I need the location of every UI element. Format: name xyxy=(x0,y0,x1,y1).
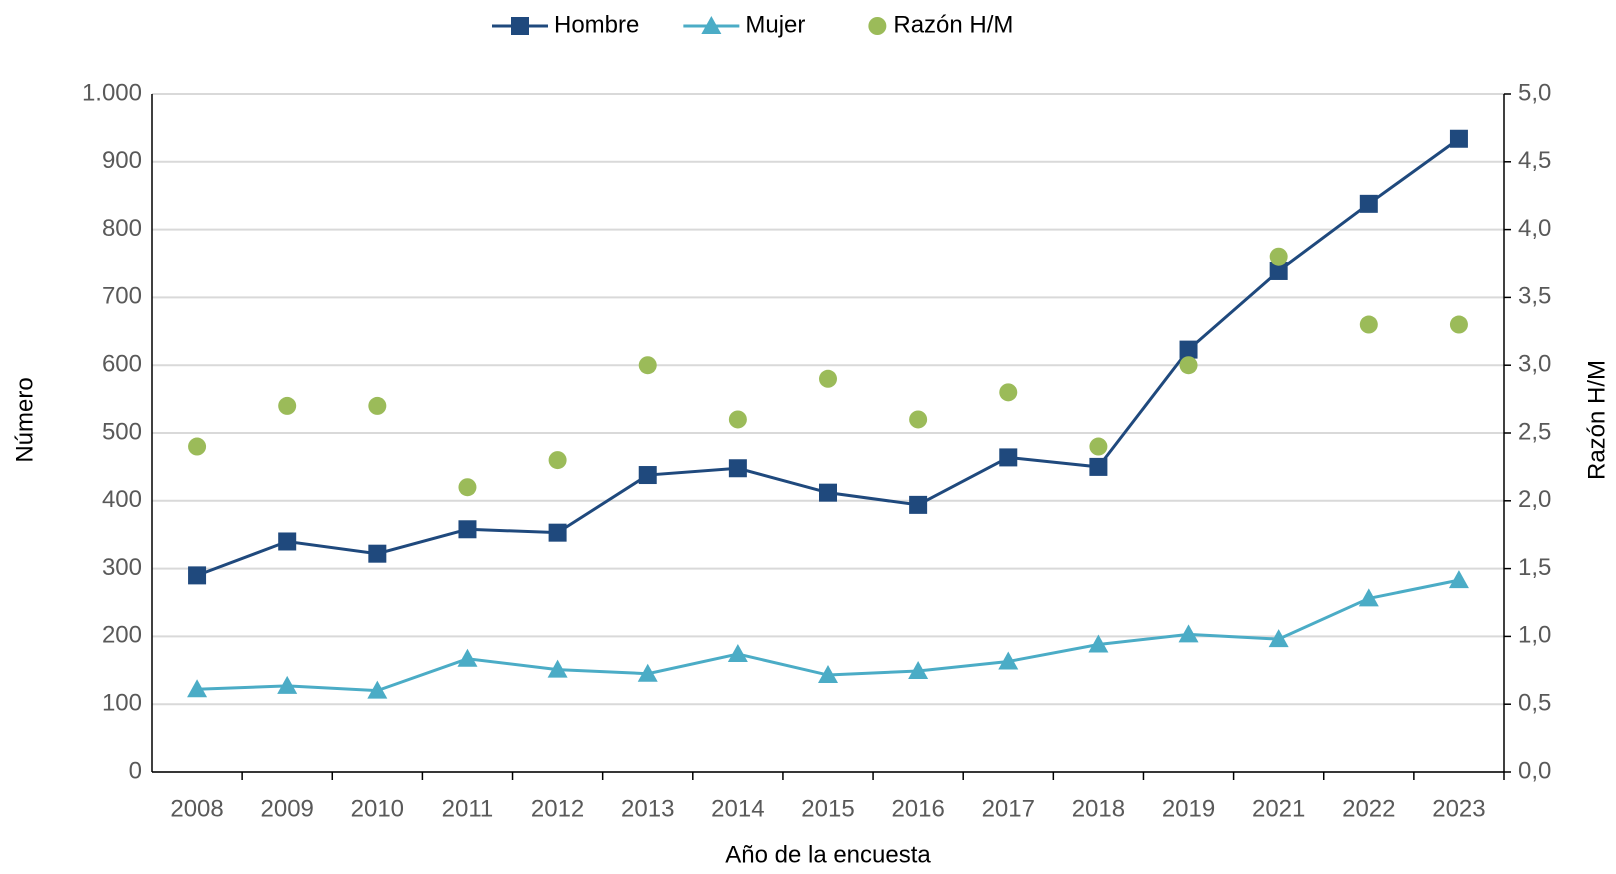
data-point xyxy=(278,396,297,415)
y2-tick-label: 2,0 xyxy=(1518,486,1551,513)
data-point xyxy=(277,675,298,694)
y-tick-label: 300 xyxy=(102,554,142,581)
data-point xyxy=(458,478,477,497)
y2-axis-title: Razón H/M xyxy=(1583,360,1610,480)
data-point xyxy=(819,369,837,388)
data-point xyxy=(1089,457,1108,476)
series-line xyxy=(196,137,1460,577)
data-point xyxy=(909,495,928,514)
legend-label: Mujer xyxy=(745,11,805,38)
data-point xyxy=(638,466,657,485)
data-point xyxy=(727,644,748,663)
y-tick-label: 500 xyxy=(102,418,142,445)
data-point xyxy=(1179,356,1198,375)
x-tick-label: 2022 xyxy=(1342,795,1395,822)
data-point xyxy=(548,451,567,470)
data-point xyxy=(188,566,207,585)
data-point xyxy=(367,680,388,699)
data-point xyxy=(368,544,387,563)
data-point xyxy=(1358,588,1379,607)
data-point xyxy=(368,396,387,415)
data-point xyxy=(1089,437,1108,456)
y2-tick-label: 3,5 xyxy=(1518,283,1551,310)
x-tick-label: 2016 xyxy=(891,795,944,822)
data-point xyxy=(1449,129,1468,148)
legend-marker xyxy=(701,16,722,34)
x-tick-label: 2009 xyxy=(261,795,314,822)
y-tick-label: 0 xyxy=(129,757,142,784)
data-point xyxy=(458,520,477,539)
data-point xyxy=(187,679,208,698)
x-tick-label: 2010 xyxy=(351,795,404,822)
data-point xyxy=(638,356,657,375)
legend-label: Razón H/M xyxy=(893,11,1013,38)
y2-tick-label: 0,5 xyxy=(1518,690,1551,717)
legend-entry: Razón H/M xyxy=(868,11,1013,38)
y2-tick-label: 3,0 xyxy=(1518,351,1551,378)
x-tick-label: 2023 xyxy=(1432,795,1485,822)
data-point xyxy=(999,383,1018,402)
data-point xyxy=(188,437,207,456)
y-tick-label: 900 xyxy=(102,147,142,174)
x-tick-label: 2017 xyxy=(982,795,1035,822)
data-point xyxy=(1269,261,1288,280)
y-tick-label: 600 xyxy=(102,351,142,378)
legend-label: Hombre xyxy=(554,11,639,38)
x-tick-label: 2014 xyxy=(711,795,764,822)
y2-tick-label: 4,5 xyxy=(1518,147,1551,174)
x-tick-label: 2019 xyxy=(1162,795,1215,822)
data-point xyxy=(999,448,1018,467)
data-point xyxy=(1448,570,1469,589)
data-point xyxy=(1088,634,1109,653)
legend-entry: Hombre xyxy=(492,11,639,38)
y-tick-label: 100 xyxy=(102,690,142,717)
data-point xyxy=(1268,629,1289,648)
data-point xyxy=(1178,624,1199,643)
data-point xyxy=(1359,194,1378,213)
x-tick-label: 2015 xyxy=(801,795,854,822)
data-point xyxy=(728,459,747,478)
data-point xyxy=(1449,315,1468,334)
data-point xyxy=(637,663,658,682)
data-point xyxy=(278,532,297,551)
legend-marker xyxy=(511,17,529,35)
data-point xyxy=(1269,247,1288,266)
data-point xyxy=(908,660,929,679)
data-point xyxy=(998,651,1019,670)
x-tick-label: 2008 xyxy=(170,795,223,822)
data-point xyxy=(818,665,838,684)
x-tick-label: 2018 xyxy=(1072,795,1125,822)
y-tick-label: 700 xyxy=(102,283,142,310)
y2-tick-label: 5,0 xyxy=(1518,79,1551,106)
x-tick-label: 2021 xyxy=(1252,795,1305,822)
y2-tick-label: 4,0 xyxy=(1518,215,1551,242)
y-tick-label: 400 xyxy=(102,486,142,513)
legend-marker xyxy=(868,17,887,35)
data-point xyxy=(548,523,567,542)
y2-tick-label: 1,5 xyxy=(1518,554,1551,581)
y-tick-label: 200 xyxy=(102,622,142,649)
legend-entry: Mujer xyxy=(683,11,805,38)
y-axis-title: Número xyxy=(11,377,38,462)
data-point xyxy=(1359,315,1378,334)
data-point xyxy=(728,410,747,429)
x-tick-label: 2012 xyxy=(531,795,584,822)
x-tick-label: 2011 xyxy=(442,795,494,822)
data-point xyxy=(1179,340,1198,359)
data-point xyxy=(909,410,928,429)
x-tick-label: 2013 xyxy=(621,795,674,822)
data-point xyxy=(457,648,478,667)
x-axis-title: Año de la encuesta xyxy=(725,841,931,868)
y2-tick-label: 0,0 xyxy=(1518,757,1551,784)
data-point xyxy=(819,483,837,502)
data-point xyxy=(547,659,568,678)
y2-tick-label: 1,0 xyxy=(1518,622,1551,649)
y2-tick-label: 2,5 xyxy=(1518,418,1551,445)
y-tick-label: 800 xyxy=(102,215,142,242)
y-tick-label: 1.000 xyxy=(82,79,142,106)
